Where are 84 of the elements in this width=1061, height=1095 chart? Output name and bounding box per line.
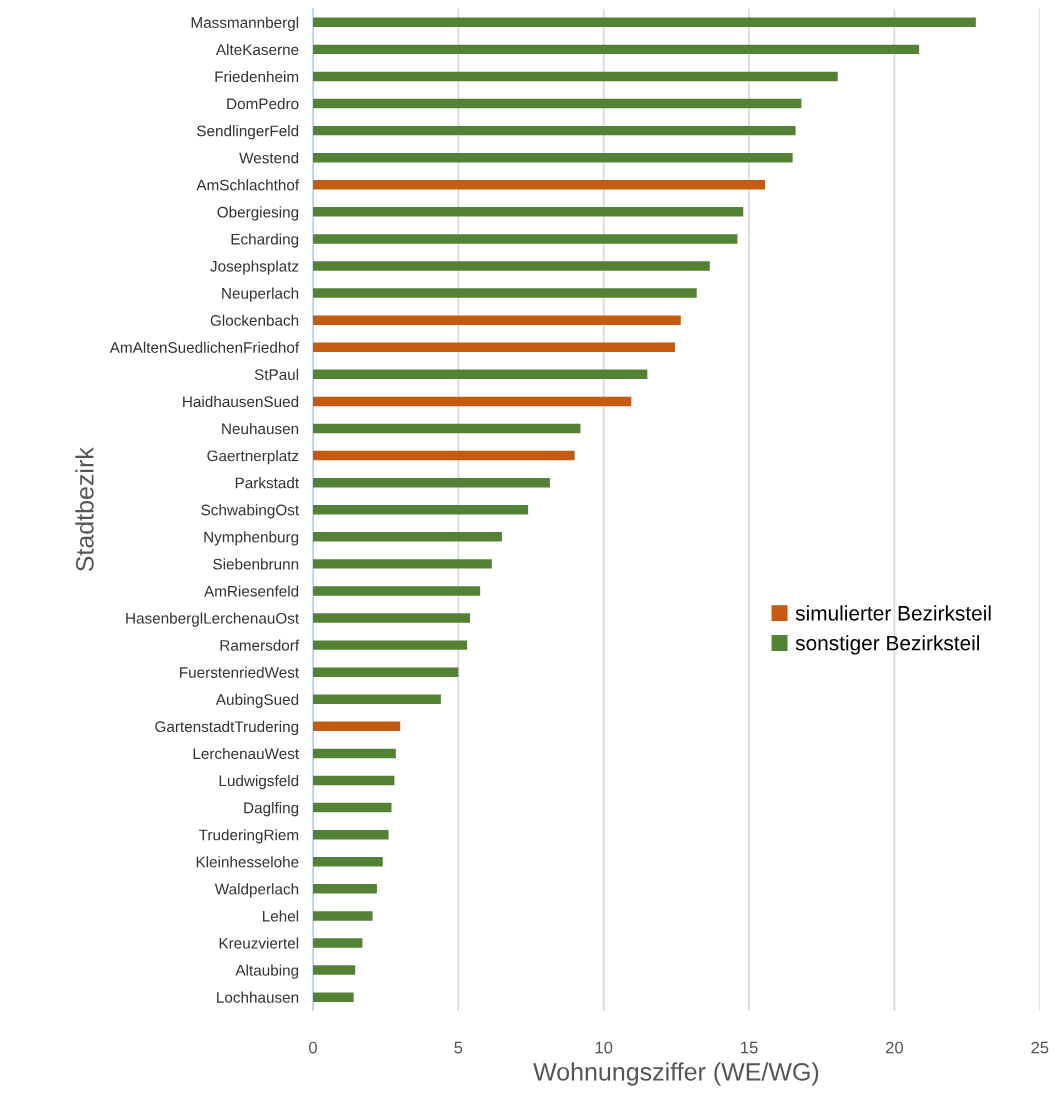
x-tick-label: 20: [885, 1041, 904, 1054]
y-tick-label: SchwabingOst: [201, 504, 299, 519]
y-tick-label: Lehel: [262, 910, 299, 922]
bar: [313, 125, 796, 136]
y-tick-label: Altaubing: [235, 964, 299, 979]
bar: [313, 857, 383, 867]
bar: [313, 504, 529, 515]
y-tick-label: Obergiesing: [217, 206, 299, 221]
y-tick-label: Westend: [239, 152, 299, 164]
bar: [313, 44, 920, 55]
bar: [313, 721, 401, 732]
y-tick-label: DomPedro: [227, 98, 299, 110]
x-tick-label: 15: [741, 1041, 758, 1054]
y-tick-label: FuerstenriedWest: [180, 666, 299, 678]
y-tick-label: AmSchlachthof: [196, 179, 300, 191]
y-tick-label: Massmannbergl: [191, 16, 299, 32]
bar: [313, 207, 744, 217]
bar: [313, 667, 459, 677]
y-tick-label: Lochhausen: [217, 991, 299, 1003]
bar: [313, 938, 363, 948]
bar: [313, 586, 481, 596]
y-tick-label: HasenberglLerchenauOst: [126, 612, 300, 627]
y-tick-label: Neuperlach: [222, 287, 299, 302]
bar: [313, 802, 392, 813]
y-tick-label: Ramersdorf: [220, 639, 300, 651]
legend-label: simulierter Bezirksteil: [795, 605, 991, 621]
bar: [313, 315, 681, 325]
x-axis-title: Wohnungsziffer (WE/WG): [533, 1062, 819, 1086]
bar: [313, 450, 575, 461]
bar: [313, 288, 697, 298]
bar: [313, 613, 470, 623]
bar: [313, 992, 354, 1002]
bar: [313, 261, 710, 271]
bar: [313, 98, 802, 109]
y-tick-label: Kleinhesselohe: [196, 856, 299, 868]
bar: [313, 234, 738, 244]
y-tick-label: Josephsplatz: [210, 260, 299, 275]
bar: [313, 71, 838, 82]
bar: [313, 396, 632, 407]
y-tick-label: LerchenauWest: [193, 747, 299, 760]
bar: [313, 152, 793, 163]
x-tick-label: 25: [1031, 1041, 1049, 1054]
bar: [313, 965, 356, 975]
x-tick-label: 5: [454, 1041, 463, 1054]
bar: [313, 532, 502, 542]
y-tick-label: AlteKaserne: [215, 43, 299, 56]
bar: [313, 911, 373, 921]
bar: [313, 775, 395, 786]
y-tick-label: Daglfing: [244, 802, 299, 817]
bar: [313, 180, 766, 190]
bar: [313, 477, 550, 488]
y-tick-label: Echarding: [231, 233, 299, 248]
y-tick-label: TruderingRiem: [198, 829, 299, 844]
x-tick-label: 0: [309, 1041, 317, 1054]
y-tick-label: Waldperlach: [214, 883, 299, 898]
bar: [313, 829, 389, 840]
y-tick-label: Parkstadt: [235, 477, 299, 489]
y-tick-label: Friedenheim: [215, 70, 299, 83]
y-tick-label: AubingSued: [215, 693, 299, 708]
y-tick-label: AmAltenSuedlichenFriedhof: [109, 341, 300, 353]
y-tick-label: Kreuzviertel: [219, 937, 299, 949]
x-tick-label: 10: [595, 1041, 613, 1054]
y-tick-label: Nymphenburg: [204, 531, 299, 546]
legend-label: sonstiger Bezirksteil: [795, 635, 980, 655]
y-tick-label: Gaertnerplatz: [207, 450, 299, 465]
bar: [313, 884, 377, 894]
bar: [313, 342, 675, 352]
bar: [313, 423, 581, 434]
bar: [313, 694, 441, 705]
y-tick-label: Siebenbrunn: [213, 558, 299, 570]
bar: [313, 640, 468, 650]
y-tick-label: HaidhausenSued: [183, 395, 299, 408]
y-axis-title: Stadtbezirk: [75, 447, 94, 572]
y-tick-label: AmRiesenfeld: [204, 585, 299, 597]
bar: [313, 17, 976, 28]
bar: [313, 748, 396, 759]
y-tick-label: GartenstadtTrudering: [155, 720, 299, 736]
y-tick-label: StPaul: [254, 368, 299, 381]
bar: [313, 559, 492, 569]
bar: [313, 369, 648, 380]
y-tick-label: SendlingerFeld: [197, 125, 299, 140]
y-tick-label: Neuhausen: [222, 422, 299, 435]
y-tick-label: Ludwigsfeld: [219, 774, 299, 790]
y-tick-label: Glockenbach: [210, 314, 299, 326]
